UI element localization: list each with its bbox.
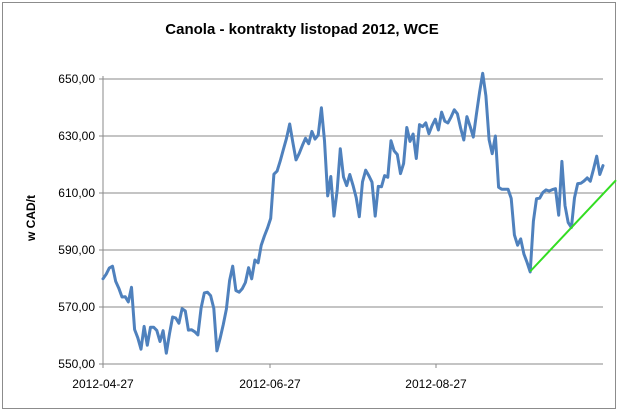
chart-title: Canola - kontrakty listopad 2012, WCE bbox=[165, 21, 438, 38]
x-tick-label: 2012-08-27 bbox=[405, 377, 467, 391]
chart-frame bbox=[2, 2, 616, 409]
x-tick-labels: 2012-04-27 2012-06-27 2012-08-27 bbox=[72, 364, 467, 391]
y-tick-label: 590,00 bbox=[58, 243, 95, 257]
y-tick-label: 610,00 bbox=[58, 186, 95, 200]
y-tick-label: 650,00 bbox=[58, 72, 95, 86]
y-tick-label: 630,00 bbox=[58, 129, 95, 143]
series-line bbox=[101, 71, 605, 355]
y-tick-label: 570,00 bbox=[58, 300, 95, 314]
axes bbox=[102, 76, 603, 365]
annotations bbox=[529, 179, 617, 273]
x-tick-label: 2012-04-27 bbox=[72, 377, 134, 391]
x-tick-label: 2012-06-27 bbox=[239, 377, 301, 391]
trend-line bbox=[529, 179, 617, 273]
y-axis-label: w CAD/t bbox=[24, 195, 38, 242]
y-tick-label: 550,00 bbox=[58, 357, 95, 371]
series-layer bbox=[101, 71, 605, 355]
y-tick-labels: 650,00 630,00 610,00 590,00 570,00 550,00 bbox=[58, 72, 95, 371]
gridlines bbox=[99, 78, 603, 365]
